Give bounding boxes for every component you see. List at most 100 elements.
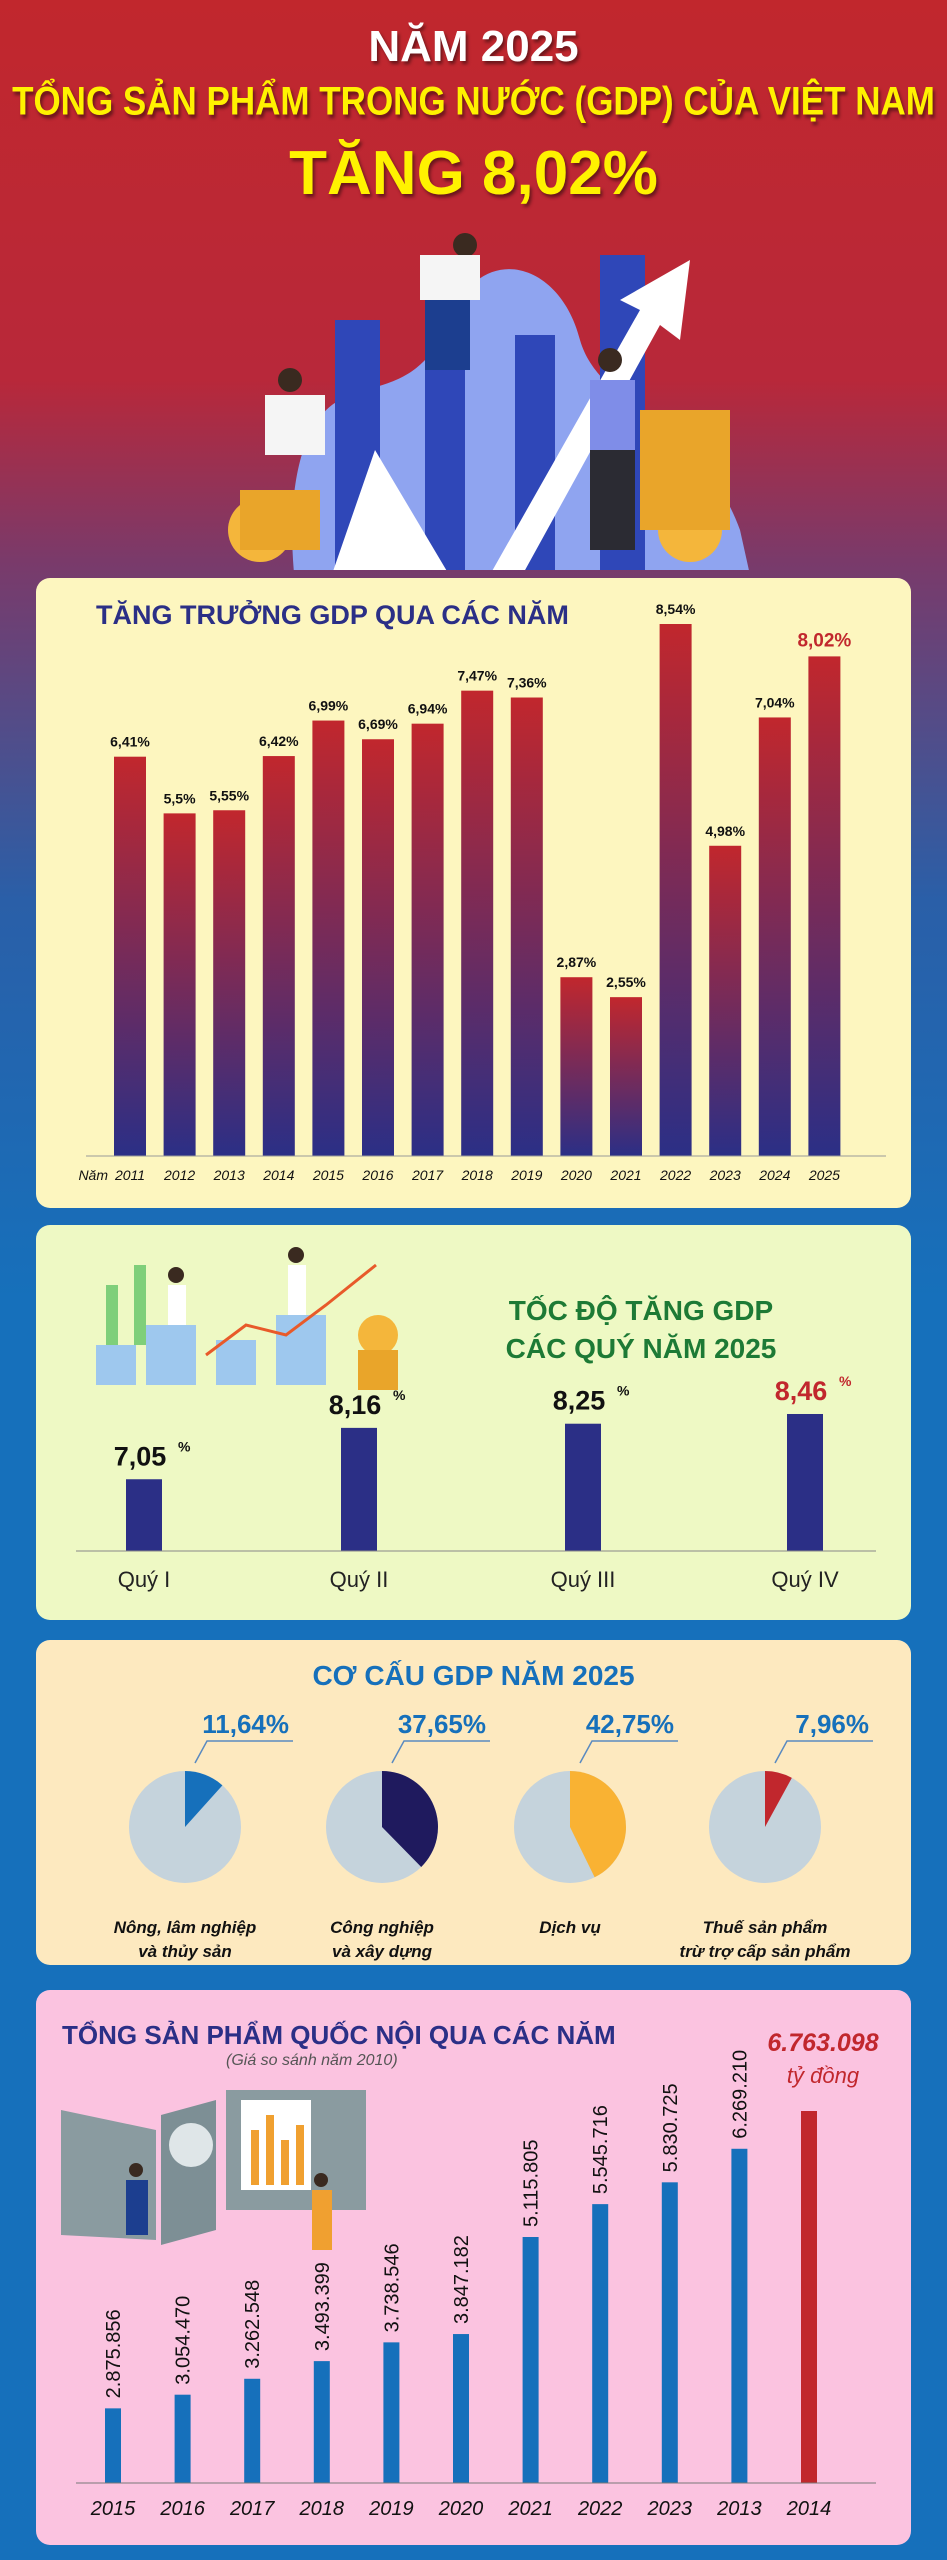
bar-2022 xyxy=(592,2204,609,2483)
chart-title: TỔNG SẢN PHẨM QUỐC NỘI QUA CÁC NĂM xyxy=(62,2020,616,2050)
bar-2021 xyxy=(522,2237,539,2483)
bar-2018 xyxy=(461,690,494,1156)
stairs-illustration xyxy=(96,1247,398,1390)
quarterly-growth-panel: TỐC ĐỘ TĂNG GDP CÁC QUÝ NĂM 2025 7,05% Qu… xyxy=(36,1225,911,1620)
data-label: 7,04% xyxy=(755,694,795,710)
header-year: NĂM 2025 xyxy=(368,22,579,71)
bar-2015 xyxy=(105,2408,121,2483)
category-label: Dịch vụ xyxy=(539,1918,601,1937)
bar-2015 xyxy=(312,720,345,1156)
data-label: 5,5% xyxy=(164,790,196,806)
pie-slice xyxy=(765,1771,792,1827)
category-label: Nông, lâm nghiệp xyxy=(114,1918,257,1937)
data-label: 8,02% xyxy=(797,630,851,651)
bar-2023 xyxy=(709,845,742,1156)
data-label: 3.493.399 xyxy=(312,2262,334,2351)
chart-subtitle: CÁC QUÝ NĂM 2025 xyxy=(505,1333,777,1364)
x-tick-label: 2021 xyxy=(507,2498,553,2520)
x-tick-label: 2025 xyxy=(808,1167,840,1183)
bar-2014 xyxy=(262,756,295,1156)
data-label: 3.054.470 xyxy=(173,2296,195,2385)
bar-2019 xyxy=(510,697,543,1156)
x-tick-label: 2017 xyxy=(229,2498,275,2520)
x-tick-label: 2014 xyxy=(262,1167,294,1183)
bar-2020 xyxy=(560,977,593,1156)
bar-quarter-2 xyxy=(341,1427,377,1551)
x-tick-label: 2021 xyxy=(609,1167,641,1183)
data-label: 8,46 xyxy=(775,1376,828,1406)
x-tick-label: 2011 xyxy=(114,1167,145,1183)
pie-slice xyxy=(382,1771,439,1867)
bar-2024 xyxy=(758,717,791,1156)
percent-label: 11,64% xyxy=(202,1709,289,1739)
chart-title: TĂNG TRƯỞNG GDP QUA CÁC NĂM xyxy=(96,600,569,630)
data-label: 2,87% xyxy=(557,954,597,970)
x-tick-label: Quý IV xyxy=(771,1567,839,1592)
data-label: 7,47% xyxy=(457,668,497,684)
data-label: 6,94% xyxy=(408,701,448,717)
bar-2017 xyxy=(244,2378,261,2483)
bar-2014 xyxy=(801,2111,817,2483)
category-label: trừ trợ cấp sản phẩm xyxy=(680,1942,851,1961)
quarterly-chart: 7,05 % Quý I 8,16 % Quý II 8,25 % Quý III 8,46 % Qu… xyxy=(76,1373,876,1592)
bar-2013 xyxy=(213,810,246,1156)
gdp-growth-chart: 6,41% 2011 5,5% 2012 5,55% 2013 6,42% 2014 6,99%… xyxy=(78,601,886,1183)
gdp-value-chart: 2.875.856 2015 3.054.470 2016 3.262.548 2017 3… xyxy=(76,2029,879,2520)
x-tick-label: 2012 xyxy=(163,1167,195,1183)
bar-2011 xyxy=(114,756,146,1156)
data-label: 7,05 xyxy=(114,1441,167,1471)
data-label: 2,55% xyxy=(606,974,646,990)
x-tick-label: 2013 xyxy=(716,2498,762,2520)
unit-label: % xyxy=(393,1387,406,1403)
data-label: 3.738.546 xyxy=(381,2243,403,2332)
data-label: 8,25 xyxy=(553,1386,606,1416)
bar-2021 xyxy=(610,997,642,1156)
bar-quarter-4 xyxy=(787,1413,823,1551)
x-axis-label: Năm xyxy=(78,1167,108,1183)
growth-illustration xyxy=(228,233,749,570)
leader-line xyxy=(774,1740,873,1764)
x-tick-label: Quý I xyxy=(118,1567,171,1592)
data-label: 6,99% xyxy=(309,698,349,714)
bar-2022 xyxy=(659,624,692,1156)
x-tick-label: 2013 xyxy=(213,1167,245,1183)
header-headline: TĂNG 8,02% xyxy=(289,139,658,208)
gdp-value-panel: TỔNG SẢN PHẨM QUỐC NỘI QUA CÁC NĂM (Giá … xyxy=(36,1990,911,2545)
unit-label: tỷ đồng xyxy=(787,2063,860,2088)
bar-2012 xyxy=(163,813,196,1156)
data-label: 2.875.856 xyxy=(103,2309,125,2398)
x-tick-label: 2017 xyxy=(411,1167,444,1183)
category-label: và xây dựng xyxy=(332,1942,433,1961)
category-label: Công nghiệp xyxy=(330,1918,434,1937)
bar-quarter-3 xyxy=(565,1423,601,1551)
pie-slice xyxy=(185,1771,223,1827)
x-tick-label: 2022 xyxy=(577,2498,623,2520)
bar-2018 xyxy=(313,2361,330,2483)
structure-pies: 11,64% Nông, lâm nghiệp và thủy sản 37,65% C… xyxy=(114,1709,873,1961)
data-label: 8,16 xyxy=(329,1390,382,1420)
x-tick-label: 2019 xyxy=(368,2498,414,2520)
data-label: 5.115.805 xyxy=(521,2140,543,2228)
bar-2016 xyxy=(174,2394,191,2483)
bar-2019 xyxy=(383,2342,400,2483)
data-label: 6,42% xyxy=(259,733,299,749)
chart-title: TỐC ĐỘ TĂNG GDP xyxy=(508,1295,774,1326)
data-label: 7,36% xyxy=(507,675,547,691)
percent-label: 7,96% xyxy=(795,1709,869,1739)
bar-2017 xyxy=(411,723,444,1156)
percent-label: 42,75% xyxy=(586,1709,674,1739)
x-tick-label: 2016 xyxy=(361,1167,393,1183)
bar-2016 xyxy=(362,739,394,1156)
data-label: 3.847.182 xyxy=(451,2235,473,2324)
x-tick-label: 2020 xyxy=(560,1167,592,1183)
pie-slice xyxy=(570,1771,627,1878)
x-tick-label: 2023 xyxy=(647,2498,693,2520)
x-tick-label: 2016 xyxy=(159,2498,205,2520)
bar-2013 xyxy=(731,2148,748,2483)
x-tick-label: Quý II xyxy=(330,1567,389,1592)
unit-label: % xyxy=(617,1383,630,1399)
analysts-illustration xyxy=(61,2090,366,2250)
bar-2025 xyxy=(808,656,841,1156)
x-tick-label: 2023 xyxy=(709,1167,741,1183)
category-label: Thuế sản phẩm xyxy=(703,1918,828,1937)
